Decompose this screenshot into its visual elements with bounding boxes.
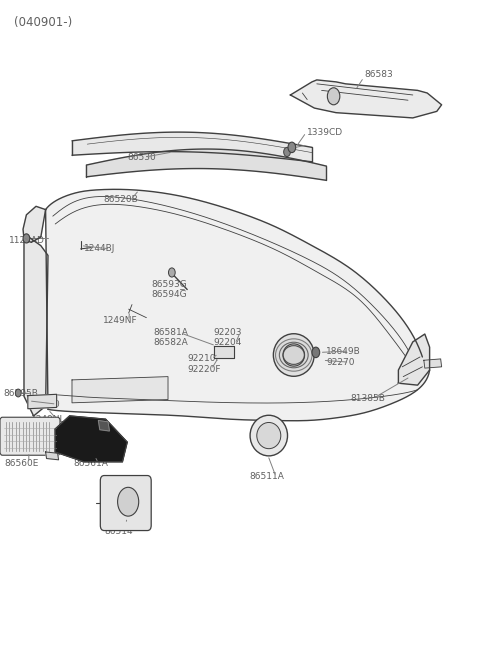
Polygon shape (290, 80, 442, 118)
Circle shape (284, 147, 290, 157)
Text: 1339CD: 1339CD (307, 128, 343, 137)
Text: 86561A: 86561A (73, 458, 108, 468)
Text: 86595B: 86595B (4, 388, 39, 398)
Ellipse shape (283, 344, 304, 366)
Polygon shape (98, 421, 109, 431)
Ellipse shape (276, 339, 312, 371)
Text: 92270: 92270 (326, 358, 355, 367)
Polygon shape (214, 346, 234, 358)
Text: 86582A: 86582A (154, 338, 188, 347)
Circle shape (168, 268, 175, 277)
Text: 1249NF: 1249NF (103, 316, 138, 326)
Polygon shape (28, 394, 57, 409)
Text: 92210F: 92210F (187, 354, 221, 364)
Circle shape (15, 389, 21, 397)
Circle shape (327, 88, 340, 105)
Text: 86513: 86513 (105, 517, 133, 527)
Polygon shape (424, 359, 442, 368)
Text: 86594G: 86594G (151, 290, 187, 299)
Polygon shape (46, 189, 430, 421)
Text: 92204: 92204 (214, 338, 242, 347)
Text: (040901-): (040901-) (14, 16, 72, 29)
Text: 86593G: 86593G (151, 280, 187, 289)
Polygon shape (55, 416, 127, 462)
Polygon shape (72, 132, 312, 162)
Text: 92203: 92203 (214, 328, 242, 337)
Polygon shape (23, 206, 46, 242)
Ellipse shape (257, 422, 281, 449)
Text: 86514: 86514 (105, 527, 133, 536)
Text: 18649B: 18649B (326, 346, 361, 356)
Text: 86583: 86583 (365, 69, 394, 79)
Circle shape (312, 347, 320, 358)
Polygon shape (398, 334, 430, 385)
Text: 86520B: 86520B (103, 195, 138, 204)
Circle shape (118, 487, 139, 516)
Ellipse shape (283, 346, 304, 364)
Text: 86590: 86590 (31, 400, 60, 409)
FancyBboxPatch shape (100, 476, 151, 531)
Ellipse shape (279, 342, 308, 367)
Text: 86560E: 86560E (5, 458, 39, 468)
Text: 92220F: 92220F (187, 365, 221, 374)
Polygon shape (86, 149, 326, 180)
Circle shape (23, 234, 30, 243)
Text: 1125AD: 1125AD (9, 236, 45, 245)
Ellipse shape (250, 415, 288, 456)
Polygon shape (24, 236, 48, 416)
Polygon shape (46, 452, 59, 460)
Text: 86581A: 86581A (154, 328, 189, 337)
Text: 81385B: 81385B (350, 394, 385, 403)
Text: 86530: 86530 (127, 153, 156, 162)
Polygon shape (72, 377, 168, 403)
Text: 86511A: 86511A (250, 472, 285, 481)
Text: 1244BJ: 1244BJ (84, 244, 115, 253)
FancyBboxPatch shape (0, 417, 60, 455)
Text: 1249NL: 1249NL (31, 415, 66, 424)
Ellipse shape (274, 333, 314, 376)
Circle shape (288, 142, 296, 153)
